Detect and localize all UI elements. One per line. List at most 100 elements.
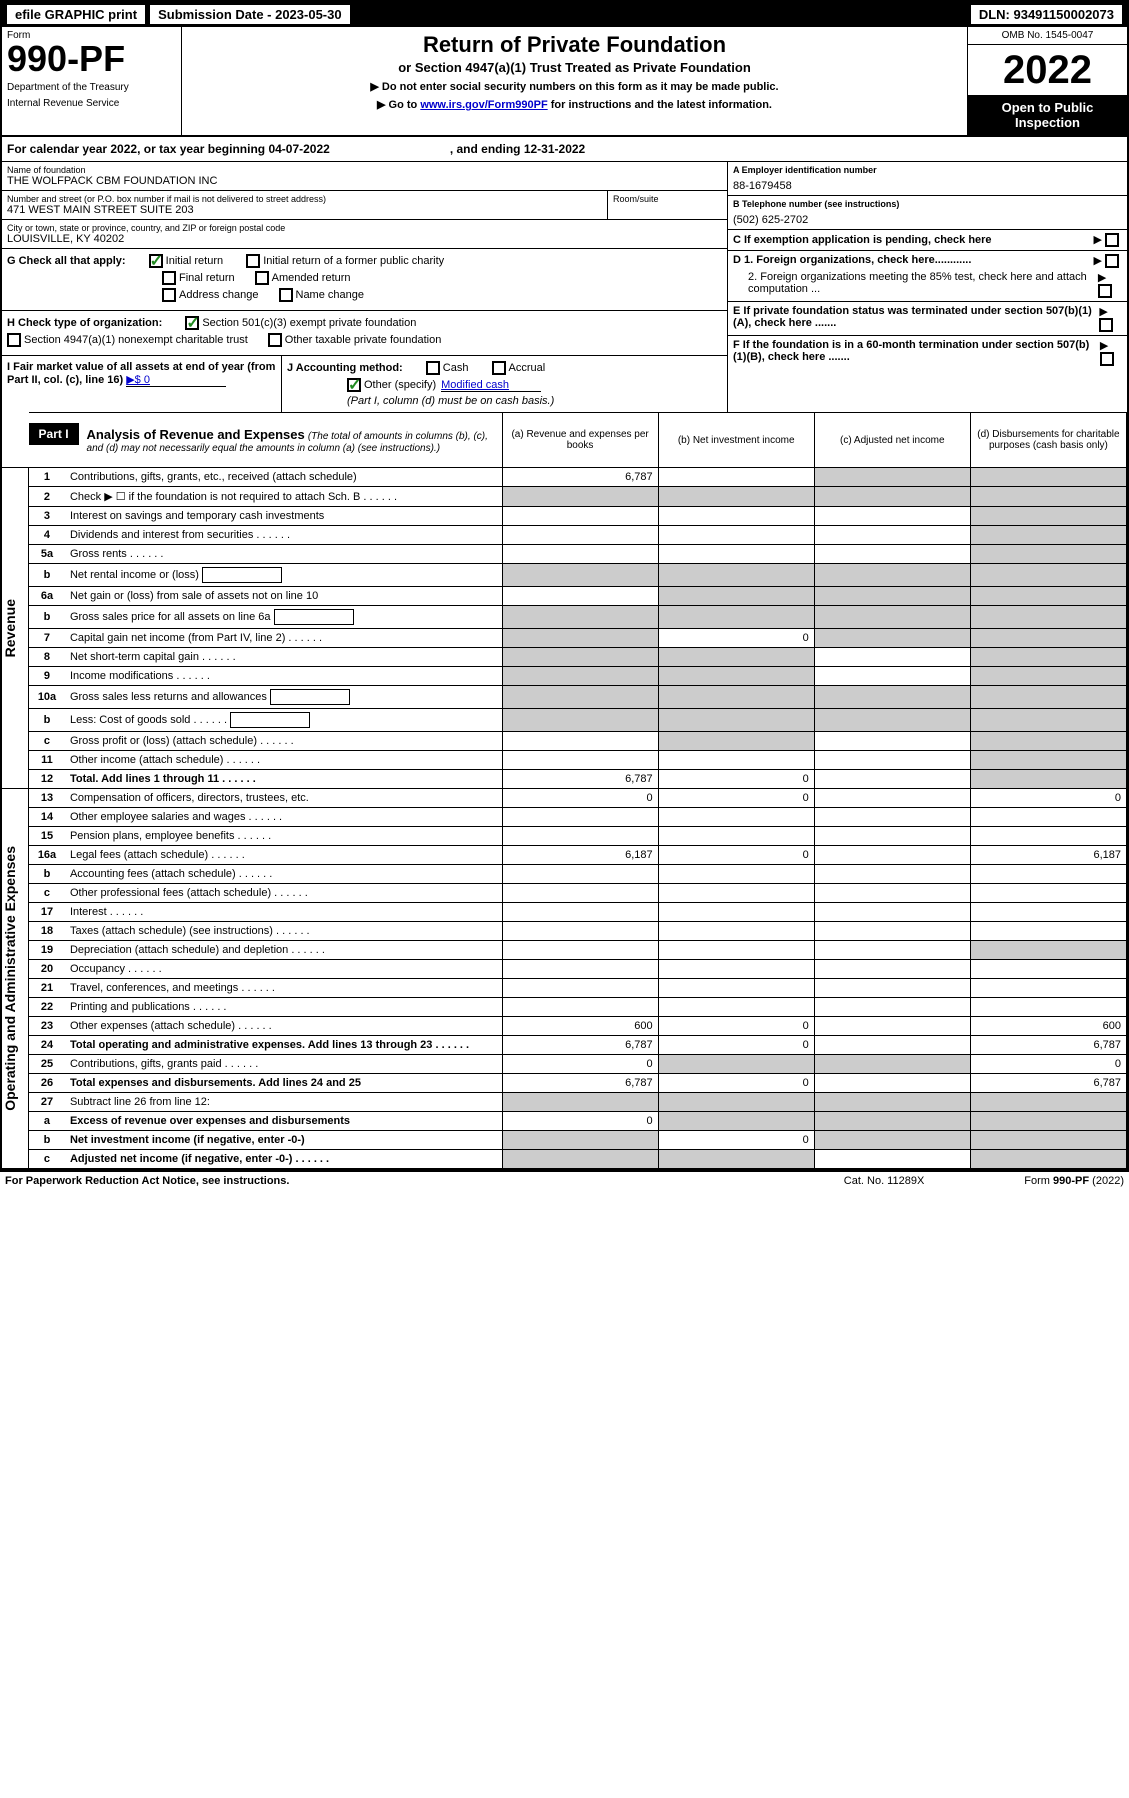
header-block: Form 990-PF Department of the Treasury I… bbox=[2, 27, 1127, 137]
initial-return-checkbox[interactable] bbox=[149, 254, 163, 268]
f-checkbox[interactable] bbox=[1100, 352, 1114, 366]
cell-d: 6,787 bbox=[970, 1074, 1126, 1093]
line-description: Less: Cost of goods sold . . . . . . bbox=[65, 709, 502, 732]
line-number: b bbox=[29, 606, 65, 629]
line-number: 17 bbox=[29, 903, 65, 922]
table-row: bLess: Cost of goods sold . . . . . . bbox=[2, 709, 1127, 732]
open-public-badge: Open to Public Inspection bbox=[968, 95, 1127, 135]
other-method-checkbox[interactable] bbox=[347, 378, 361, 392]
submission-date: Submission Date - 2023-05-30 bbox=[150, 5, 350, 24]
cell-d bbox=[970, 998, 1126, 1017]
cell-d bbox=[970, 507, 1126, 526]
footer-right: Form 990-PF (2022) bbox=[1024, 1175, 1124, 1187]
line-number: 18 bbox=[29, 922, 65, 941]
line-description: Contributions, gifts, grants, etc., rece… bbox=[65, 468, 502, 487]
cell-d bbox=[970, 770, 1126, 789]
d2-checkbox[interactable] bbox=[1098, 284, 1112, 298]
e-checkbox[interactable] bbox=[1099, 318, 1113, 332]
table-row: 5aGross rents . . . . . . bbox=[2, 545, 1127, 564]
line-number: 13 bbox=[29, 789, 65, 808]
table-row: 11Other income (attach schedule) . . . .… bbox=[2, 751, 1127, 770]
form-link[interactable]: www.irs.gov/Form990PF bbox=[420, 99, 547, 111]
table-row: 22Printing and publications . . . . . . bbox=[2, 998, 1127, 1017]
foundation-name-cell: Name of foundation THE WOLFPACK CBM FOUN… bbox=[2, 162, 727, 191]
line-number: 25 bbox=[29, 1055, 65, 1074]
cell-b bbox=[658, 606, 814, 629]
other-taxable-checkbox[interactable] bbox=[268, 333, 282, 347]
cell-d bbox=[970, 827, 1126, 846]
cell-d bbox=[970, 751, 1126, 770]
table-row: Revenue1Contributions, gifts, grants, et… bbox=[2, 468, 1127, 487]
line-description: Subtract line 26 from line 12: bbox=[65, 1093, 502, 1112]
cell-d bbox=[970, 564, 1126, 587]
cell-b bbox=[658, 960, 814, 979]
d1-checkbox[interactable] bbox=[1105, 254, 1119, 268]
table-row: 27Subtract line 26 from line 12: bbox=[2, 1093, 1127, 1112]
line-description: Gross profit or (loss) (attach schedule)… bbox=[65, 732, 502, 751]
omb-number: OMB No. 1545-0047 bbox=[968, 27, 1127, 45]
line-number: 16a bbox=[29, 846, 65, 865]
cell-d bbox=[970, 468, 1126, 487]
cell-b bbox=[658, 827, 814, 846]
cell-b bbox=[658, 545, 814, 564]
line-description: Total. Add lines 1 through 11 . . . . . … bbox=[65, 770, 502, 789]
form-title: Return of Private Foundation bbox=[187, 32, 962, 58]
cell-b bbox=[658, 1055, 814, 1074]
cell-b bbox=[658, 998, 814, 1017]
line-description: Adjusted net income (if negative, enter … bbox=[65, 1150, 502, 1169]
section-c: C If exemption application is pending, c… bbox=[728, 230, 1127, 251]
amended-return-checkbox[interactable] bbox=[255, 271, 269, 285]
city-cell: City or town, state or province, country… bbox=[2, 220, 727, 249]
cell-a bbox=[502, 979, 658, 998]
cell-b: 0 bbox=[658, 1017, 814, 1036]
initial-former-checkbox[interactable] bbox=[246, 254, 260, 268]
cell-c bbox=[814, 1074, 970, 1093]
line-number: 10a bbox=[29, 686, 65, 709]
4947-checkbox[interactable] bbox=[7, 333, 21, 347]
section-i: I Fair market value of all assets at end… bbox=[2, 356, 282, 412]
cell-c bbox=[814, 709, 970, 732]
table-row: 7Capital gain net income (from Part IV, … bbox=[2, 629, 1127, 648]
line-number: b bbox=[29, 709, 65, 732]
cell-d bbox=[970, 979, 1126, 998]
tax-year: 2022 bbox=[968, 45, 1127, 95]
c-checkbox[interactable] bbox=[1105, 233, 1119, 247]
cell-c bbox=[814, 648, 970, 667]
line-number: c bbox=[29, 1150, 65, 1169]
cell-b bbox=[658, 1112, 814, 1131]
cell-d bbox=[970, 686, 1126, 709]
line-number: 22 bbox=[29, 998, 65, 1017]
cell-d bbox=[970, 1112, 1126, 1131]
cell-a bbox=[502, 998, 658, 1017]
cell-b: 0 bbox=[658, 789, 814, 808]
part1-label: Part I bbox=[29, 423, 79, 445]
cell-d: 6,787 bbox=[970, 1036, 1126, 1055]
cell-c bbox=[814, 507, 970, 526]
footer-center: Cat. No. 11289X bbox=[844, 1175, 925, 1187]
cell-c bbox=[814, 941, 970, 960]
cell-b: 0 bbox=[658, 1036, 814, 1055]
line-description: Travel, conferences, and meetings . . . … bbox=[65, 979, 502, 998]
cell-c bbox=[814, 808, 970, 827]
name-change-checkbox[interactable] bbox=[279, 288, 293, 302]
cell-c bbox=[814, 487, 970, 507]
line-description: Other professional fees (attach schedule… bbox=[65, 884, 502, 903]
address-change-checkbox[interactable] bbox=[162, 288, 176, 302]
cell-d bbox=[970, 1131, 1126, 1150]
501c3-checkbox[interactable] bbox=[185, 316, 199, 330]
ein-cell: A Employer identification number 88-1679… bbox=[728, 162, 1127, 196]
cell-c bbox=[814, 903, 970, 922]
final-return-checkbox[interactable] bbox=[162, 271, 176, 285]
cell-b bbox=[658, 487, 814, 507]
table-row: 6aNet gain or (loss) from sale of assets… bbox=[2, 587, 1127, 606]
cell-a bbox=[502, 884, 658, 903]
cell-d bbox=[970, 865, 1126, 884]
section-j: J Accounting method: Cash Accrual Other … bbox=[282, 356, 727, 412]
line-number: 3 bbox=[29, 507, 65, 526]
cash-checkbox[interactable] bbox=[426, 361, 440, 375]
cell-b: 0 bbox=[658, 1131, 814, 1150]
accrual-checkbox[interactable] bbox=[492, 361, 506, 375]
line-description: Check ▶ ☐ if the foundation is not requi… bbox=[65, 487, 502, 507]
line-description: Other employee salaries and wages . . . … bbox=[65, 808, 502, 827]
cell-b bbox=[658, 507, 814, 526]
